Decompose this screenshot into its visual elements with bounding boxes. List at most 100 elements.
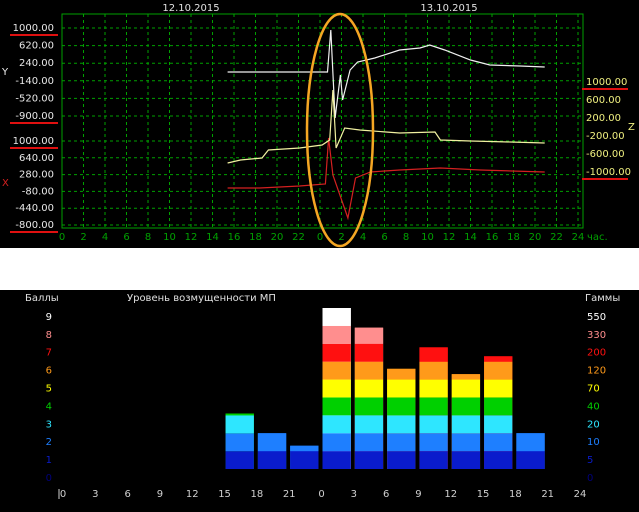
x-tick-label: 22 <box>550 232 563 243</box>
x-tick-label: 18 <box>249 232 262 243</box>
y2-axis-title: Гаммы <box>585 293 620 304</box>
x-tick-label: 2 <box>80 232 86 243</box>
bar-band <box>322 361 351 380</box>
x-tick-label: 12 <box>185 232 198 243</box>
x-tick-label: 0 <box>59 232 65 243</box>
x-tick-label: 15 <box>218 489 231 500</box>
x-unit: час. <box>587 232 608 243</box>
gamma-label: 40 <box>587 401 600 412</box>
bar-band <box>387 433 416 452</box>
bar-band <box>225 451 254 469</box>
highlight-ellipse <box>305 12 375 248</box>
bar-band <box>451 379 481 398</box>
x-tick-label: 21 <box>283 489 296 500</box>
bar-band <box>387 379 416 398</box>
date-label: 13.10.2015 <box>420 3 477 14</box>
y-tick-label: -140.00 <box>15 76 54 87</box>
x-tick-label: 12 <box>444 489 457 500</box>
bar-band <box>387 368 416 380</box>
bar-band <box>516 451 545 469</box>
bar-band <box>354 343 384 362</box>
x-tick-label: 3 <box>92 489 98 500</box>
bar-band <box>354 361 384 380</box>
gamma-label: 10 <box>587 437 600 448</box>
bar-band <box>484 451 513 469</box>
bar-band <box>354 451 384 469</box>
bar-band <box>322 343 351 362</box>
y-tick-label: 280.00 <box>19 170 54 181</box>
gamma-label: 0 <box>587 473 593 484</box>
level-label: 9 <box>46 312 52 323</box>
x-tick-label: 9 <box>157 489 163 500</box>
bar-band <box>419 451 448 469</box>
series-name: Z <box>628 122 635 133</box>
x-tick-label: 15 <box>477 489 490 500</box>
bar-band <box>354 379 384 398</box>
bar-band <box>451 374 481 380</box>
level-label: 5 <box>46 384 52 395</box>
level-label: 8 <box>46 330 52 341</box>
x-tick-label: 14 <box>206 232 219 243</box>
bar-band <box>322 451 351 469</box>
x-tick-label: 10 <box>421 232 434 243</box>
bar-band <box>322 379 351 398</box>
gamma-label: 20 <box>587 419 600 430</box>
x-tick-label: 8 <box>145 232 151 243</box>
x-tick-label: 4 <box>360 232 366 243</box>
y-tick-label: -900.00 <box>15 111 54 122</box>
bar-band <box>354 433 384 452</box>
chart-title: Уровень возмущенности МП <box>127 293 276 304</box>
x-tick-label: 0 <box>317 232 323 243</box>
bar-band <box>322 415 351 434</box>
x-tick-label: 12 <box>186 489 199 500</box>
x-tick-label: 18 <box>507 232 520 243</box>
level-label: 2 <box>46 437 52 448</box>
bar-band <box>484 361 513 380</box>
bar-band <box>257 433 287 452</box>
series-line <box>227 29 545 119</box>
bar-band <box>451 415 481 434</box>
y-tick-label: 1000.00 <box>586 77 627 88</box>
x-tick-label: 6 <box>124 489 130 500</box>
bar-band <box>290 445 319 452</box>
gamma-label: 5 <box>587 455 593 466</box>
y-tick-label: 640.00 <box>19 153 54 164</box>
date-label: 12.10.2015 <box>162 3 219 14</box>
bar-band <box>225 433 254 452</box>
bar-band <box>484 433 513 452</box>
series-name: X <box>2 178 9 189</box>
x-tick-label: 0 <box>60 489 66 500</box>
bar-band <box>484 356 513 362</box>
bar-band <box>484 415 513 434</box>
y-tick-label: 600.00 <box>586 95 621 106</box>
x-tick-label: 24 <box>572 232 585 243</box>
x-tick-label: 0 <box>318 489 324 500</box>
x-tick-label: 6 <box>383 489 389 500</box>
y-tick-label: -440.00 <box>15 203 54 214</box>
bar-band <box>451 433 481 452</box>
y-tick-label: -80.00 <box>22 186 54 197</box>
bar-band <box>354 397 384 416</box>
x-tick-label: 16 <box>486 232 499 243</box>
bar-band <box>322 308 351 326</box>
bar-band <box>419 379 448 398</box>
x-tick-label: 18 <box>251 489 264 500</box>
level-label: 4 <box>46 401 52 412</box>
y-axis-title: Баллы <box>25 293 59 304</box>
x-tick-label: 9 <box>415 489 421 500</box>
x-tick-label: 14 <box>464 232 477 243</box>
y-tick-label: -200.00 <box>586 131 625 142</box>
bar-band <box>484 397 513 416</box>
bar-band <box>451 397 481 416</box>
bar-band <box>419 433 448 452</box>
gamma-label: 330 <box>587 330 606 341</box>
level-label: 3 <box>46 419 52 430</box>
x-tick-label: 18 <box>509 489 522 500</box>
bar-band <box>484 379 513 398</box>
bar-band <box>322 325 351 344</box>
x-tick-label: 22 <box>292 232 305 243</box>
x-tick-label: 8 <box>403 232 409 243</box>
x-tick-label: 24 <box>574 489 587 500</box>
